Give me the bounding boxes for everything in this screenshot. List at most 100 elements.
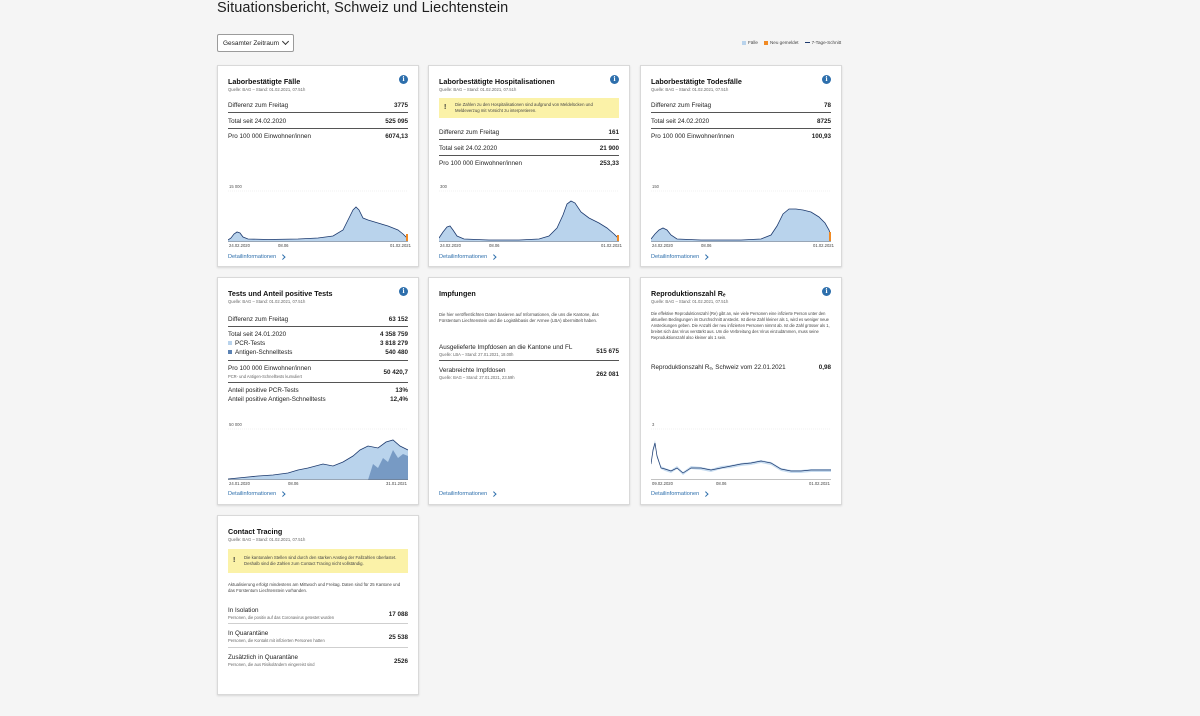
row-per100k: Pro 100 000 Einwohner/innen 50 420,7 (228, 365, 408, 376)
row-extra-quarantine: Zusätzlich in Quarantäne 2526 (228, 654, 408, 665)
card-source: Quelle: BAG – Stand: 01.02.2021, 07.51h (228, 87, 306, 92)
row-delivered: Ausgelieferte Impfdosen an die Kantone u… (439, 344, 619, 355)
info-icon[interactable]: i (822, 75, 831, 84)
row-diff: Differenz zum Freitag 63 152 (228, 316, 408, 323)
legend-swatch-cases (742, 40, 746, 45)
tracing-description: Aktualisierung erfolgt mindestens am Mit… (228, 582, 401, 594)
x-start-label: 09.02.2020 (652, 481, 673, 486)
detail-link[interactable]: Detailinformationen (228, 491, 286, 497)
card-title: Laborbestätigte Hospitalisationen (439, 77, 555, 86)
card-source: Quelle: BAG – Stand: 01.02.2021, 07.51h (228, 537, 306, 542)
legend-cases-label: Fälle (748, 40, 758, 45)
row-diff: Differenz zum Freitag 3775 (228, 102, 408, 109)
x-end-label: 01.02.2021 (809, 481, 830, 486)
quarantine-note: Personen, die Kontakt mit infizierten Pe… (228, 638, 325, 643)
x-mid-label: 08.06 (701, 243, 712, 248)
x-mid-label: 08.06 (716, 481, 727, 486)
card-source: Quelle: BAG – Stand: 01.02.2021, 07.51h (651, 87, 729, 92)
row-re-value: Reproduktionszahl Rₑ, Schweiz vom 22.01.… (651, 364, 831, 371)
chevron-down-icon (281, 37, 290, 46)
row-antigen: Antigen-Schnelltests 540 480 (228, 349, 408, 356)
row-quarantine: In Quarantäne 25 538 (228, 630, 408, 641)
chevron-right-icon (280, 254, 286, 260)
card-title: Laborbestätigte Todesfälle (651, 77, 742, 86)
info-icon[interactable]: i (610, 75, 619, 84)
chart-ymax: 15 000 (229, 184, 242, 189)
x-start-label: 24.02.2020 (652, 243, 673, 248)
row-isolation: In Isolation 17 088 (228, 607, 408, 618)
legend-avg-label: 7-Tage-Schnitt (811, 40, 842, 45)
administered-source: Quelle: BAG – Stand: 27.01.2021, 23.59h (439, 375, 515, 380)
chart-ymax: 150 (652, 184, 659, 189)
x-end-label: 01.02.2021 (601, 243, 622, 248)
row-pos-antigen: Anteil positive Antigen-Schnelltests 12,4… (228, 396, 408, 403)
warning-icon: ! (233, 557, 236, 564)
row-diff: Differenz zum Freitag 78 (651, 102, 831, 109)
row-per100k: Pro 100 000 Einwohner/innen 6074,13 (228, 133, 408, 140)
row-pcr: PCR-Tests 3 818 279 (228, 340, 408, 347)
re-description: Die effektive Reproduktionszahl (Re) gib… (651, 311, 830, 340)
vacc-description: Die hier veröffentlichten Daten basieren… (439, 312, 599, 324)
detail-link[interactable]: Detailinformationen (439, 491, 497, 497)
period-select[interactable]: Gesamter Zeitraum (217, 34, 294, 52)
period-select-value: Gesamter Zeitraum (223, 39, 279, 47)
x-mid-label: 08.06 (288, 481, 299, 486)
re-chart (651, 428, 831, 480)
card-source: Quelle: BAG – Stand: 01.02.2021, 07.51h (439, 87, 517, 92)
x-end-label: 01.02.2021 (390, 243, 411, 248)
card-reproduction: Reproduktionszahl Rₑ Quelle: BAG – Stand… (640, 277, 842, 505)
page-title: Situationsbericht, Schweiz und Liechtens… (217, 0, 509, 16)
card-vaccinations: Impfungen Die hier veröffentlichten Date… (428, 277, 630, 505)
chevron-right-icon (703, 254, 709, 260)
row-administered: Verabreichte Impfdosen 262 081 (439, 367, 619, 378)
hosp-chart (439, 190, 619, 242)
card-source: Quelle: BAG – Stand: 01.02.2021, 07.51h (651, 299, 729, 304)
row-total: Total seit 24.02.2020 21 900 (439, 145, 619, 152)
detail-link[interactable]: Detailinformationen (651, 254, 709, 260)
row-total: Total seit 24.02.2020 525 095 (228, 118, 408, 125)
card-title: Contact Tracing (228, 527, 283, 536)
chart-ymax: 3 (652, 422, 655, 427)
detail-link[interactable]: Detailinformationen (228, 254, 286, 260)
chart-ymax: 300 (440, 184, 447, 189)
legend-new-label: Neu gemeldet (769, 40, 799, 45)
x-mid-label: 08.06 (278, 243, 289, 248)
warning-box: ! Die Zahlen zu den Hospitalisationen sin… (439, 98, 619, 118)
legend-line-avg (804, 41, 810, 44)
chevron-right-icon (280, 491, 286, 497)
chevron-right-icon (703, 491, 709, 497)
x-end-label: 01.02.2021 (813, 243, 834, 248)
x-start-label: 24.02.2020 (229, 243, 250, 248)
x-mid-label: 08.06 (489, 243, 500, 248)
card-title: Laborbestätigte Fälle (228, 77, 301, 86)
delivered-source: Quelle: LBA – Stand: 27.01.2021, 18.00h (439, 352, 514, 357)
cases-chart (228, 190, 408, 242)
card-hospitalisations: Laborbestätigte Hospitalisationen Quelle… (428, 65, 630, 267)
extra-note: Personen, die aus Risikoländern eingerei… (228, 662, 315, 667)
row-total: Total seit 24.02.2020 8725 (651, 118, 831, 125)
row-per100k: Pro 100 000 Einwohner/innen 253,33 (439, 160, 619, 167)
card-title: Tests und Anteil positive Tests (228, 289, 333, 298)
info-icon[interactable]: i (822, 287, 831, 296)
legend-swatch-new (763, 40, 768, 45)
card-tests: Tests und Anteil positive Tests Quelle: … (217, 277, 419, 505)
detail-link[interactable]: Detailinformationen (651, 491, 709, 497)
per100k-note: PCR- und Antigen-Schnelltests kumuliert (228, 374, 302, 379)
warning-icon: ! (444, 104, 447, 111)
detail-link[interactable]: Detailinformationen (439, 254, 497, 260)
chevron-right-icon (491, 491, 497, 497)
tests-chart (228, 428, 408, 480)
pcr-swatch (228, 341, 232, 345)
info-icon[interactable]: i (399, 75, 408, 84)
deaths-chart (651, 190, 831, 242)
isolation-note: Personen, die positiv auf das Coronaviru… (228, 615, 335, 620)
info-icon[interactable]: i (399, 287, 408, 296)
card-source: Quelle: BAG – Stand: 01.02.2021, 07.51h (228, 299, 306, 304)
card-title: Impfungen (439, 289, 476, 298)
x-end-label: 31.01.2021 (386, 481, 407, 486)
row-total: Total seit 24.01.2020 4 358 759 (228, 331, 408, 338)
antigen-swatch (228, 350, 232, 354)
x-start-label: 24.01.2020 (229, 481, 250, 486)
card-cases: Laborbestätigte Fälle Quelle: BAG – Stan… (217, 65, 419, 267)
card-deaths: Laborbestätigte Todesfälle Quelle: BAG –… (640, 65, 842, 267)
